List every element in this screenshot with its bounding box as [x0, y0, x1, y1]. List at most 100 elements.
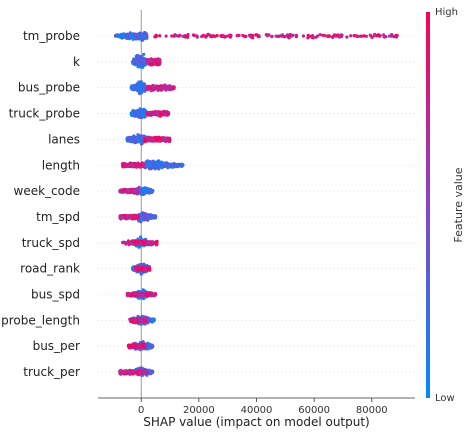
- shap-point: [139, 235, 143, 239]
- shap-point: [146, 159, 150, 163]
- shap-point: [120, 215, 124, 219]
- shap-point: [355, 34, 359, 39]
- feature-row-points: [118, 211, 158, 224]
- shap-point: [270, 35, 274, 39]
- shap-point: [118, 34, 122, 38]
- feature-row-points: [126, 340, 155, 352]
- shap-point: [202, 34, 206, 38]
- shap-point: [287, 36, 291, 40]
- shap-point: [169, 87, 173, 91]
- shap-point: [132, 36, 136, 40]
- shap-point: [167, 85, 171, 89]
- shap-point: [170, 34, 174, 38]
- shap-point: [137, 241, 142, 245]
- shap-point: [146, 347, 150, 351]
- shap-point: [286, 33, 290, 37]
- shap-point: [136, 84, 140, 88]
- shap-point: [121, 165, 125, 169]
- shap-point: [133, 138, 137, 142]
- shap-point: [141, 343, 145, 347]
- shap-point: [141, 189, 145, 193]
- shap-point: [229, 33, 233, 38]
- shap-point: [140, 266, 144, 270]
- shap-point: [128, 343, 132, 347]
- shap-point: [349, 34, 353, 38]
- shap-point: [167, 138, 171, 142]
- shap-point: [322, 33, 327, 38]
- shap-point: [135, 111, 139, 115]
- shap-point: [277, 34, 281, 39]
- shap-point: [310, 36, 315, 40]
- shap-point: [142, 52, 146, 56]
- shap-point: [384, 35, 388, 39]
- shap-point: [146, 61, 150, 65]
- shap-point: [326, 34, 330, 38]
- shap-point: [136, 215, 140, 219]
- shap-point: [152, 59, 156, 63]
- shap-point: [370, 35, 374, 39]
- shap-point: [254, 33, 258, 37]
- shap-point: [138, 109, 142, 113]
- shap-point: [143, 138, 147, 142]
- shap-point: [139, 85, 143, 89]
- shap-point: [274, 34, 278, 38]
- shap-point: [177, 34, 181, 38]
- shap-point: [155, 61, 159, 65]
- shap-point: [157, 159, 161, 163]
- shap-point: [130, 112, 134, 116]
- shap-point: [306, 36, 310, 40]
- shap-point: [352, 34, 356, 38]
- shap-point: [191, 33, 195, 37]
- shap-point: [158, 137, 162, 141]
- shap-point: [132, 83, 136, 88]
- shap-point: [159, 86, 163, 90]
- shap-point: [387, 34, 392, 38]
- shap-point: [150, 345, 154, 349]
- shap-point: [134, 87, 138, 92]
- shap-point: [257, 34, 261, 38]
- shap-point: [151, 110, 155, 114]
- feature-row-points: [129, 80, 176, 96]
- shap-point: [133, 291, 137, 296]
- shap-point: [122, 241, 126, 245]
- shap-point: [335, 33, 339, 37]
- shap-point: [142, 240, 146, 245]
- shap-point: [150, 138, 155, 143]
- shap-point: [174, 163, 178, 167]
- shap-point: [139, 90, 143, 94]
- shap-point: [163, 137, 167, 141]
- shap-point: [395, 33, 399, 38]
- shap-point: [139, 59, 143, 63]
- shap-point: [206, 32, 210, 37]
- shap-point: [154, 240, 158, 244]
- shap-point: [140, 63, 144, 67]
- shap-point: [123, 189, 127, 193]
- shap-point: [136, 133, 140, 137]
- shap-point: [141, 214, 145, 219]
- shap-point: [143, 212, 147, 216]
- shap-points: [113, 30, 399, 377]
- shap-point: [186, 32, 190, 37]
- shap-point: [153, 214, 157, 219]
- shap-point: [140, 293, 144, 298]
- shap-point: [131, 59, 135, 63]
- shap-point: [130, 239, 134, 243]
- shap-point: [345, 35, 349, 39]
- shap-point: [166, 112, 170, 116]
- shap-point: [126, 293, 130, 297]
- shap-point: [145, 188, 149, 192]
- shap-point: [145, 267, 149, 271]
- shap-point: [125, 189, 129, 193]
- feature-row-points: [129, 107, 171, 120]
- shap-point: [280, 33, 284, 37]
- shap-point: [318, 33, 322, 37]
- shap-point: [177, 163, 181, 167]
- shap-point: [158, 34, 162, 38]
- shap-point: [144, 33, 148, 37]
- shap-point: [142, 192, 146, 196]
- shap-point: [149, 189, 153, 193]
- shap-point: [135, 61, 139, 65]
- shap-point: [264, 33, 268, 37]
- shap-point: [213, 34, 217, 39]
- shap-point: [306, 33, 310, 38]
